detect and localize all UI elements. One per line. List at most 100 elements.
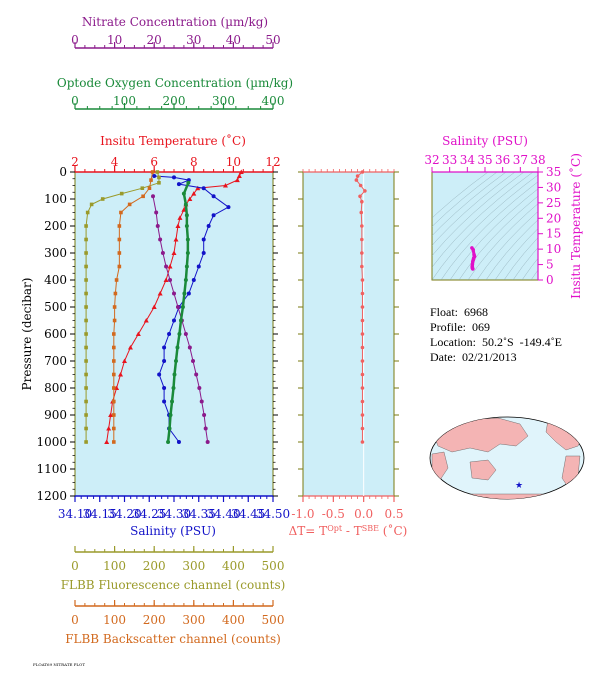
fluorescence-series-point (84, 413, 88, 417)
salinity-tick-label: 34.15 (83, 507, 117, 521)
profile-number: Profile: 069 (430, 320, 490, 334)
ts-density-contour (432, 172, 498, 227)
oxygen-series-point (184, 264, 189, 269)
fluorescence-series-point (84, 426, 88, 431)
delta-series-point (360, 170, 365, 174)
salinity-series-point (211, 194, 216, 199)
salinity-series-point (176, 182, 181, 187)
fluorescence-tick-label: 300 (182, 559, 205, 573)
salinity-series-point (157, 372, 162, 377)
backscatter-series-point (112, 386, 116, 390)
delta-series-point (360, 413, 365, 417)
delta-series-point (360, 426, 365, 431)
temperature-series-point (181, 207, 187, 212)
backscatter-series-point (127, 202, 132, 207)
fluorescence-series-point (84, 440, 88, 444)
backscatter-series-point (113, 291, 118, 296)
delta-series-point (355, 174, 360, 178)
backscatter-series-point (141, 194, 145, 199)
profile-plot-area (74, 171, 274, 497)
backscatter-tick-label: 100 (103, 613, 126, 627)
salinity-axis-label: Salinity (PSU) (130, 524, 216, 538)
backscatter-series-point (112, 305, 117, 309)
delta-tick-label: 0.0 (354, 507, 373, 521)
ts-density-contour (432, 172, 507, 236)
temperature-series-point (163, 277, 169, 282)
fluorescence-series-point (84, 386, 88, 390)
float-location-star-icon: ★ (515, 481, 523, 491)
fluorescence-series-point (84, 278, 88, 282)
salinity-tick-label: 34.45 (231, 507, 265, 521)
backscatter-series-point (112, 359, 116, 363)
delta-tick-label: -1.0 (291, 507, 314, 521)
oxygen-series-point (172, 372, 177, 377)
oxygen-tick-label: 0 (71, 94, 79, 108)
ts-x-tick-label: 35 (477, 153, 492, 167)
oxygen-series-point (177, 332, 182, 336)
backscatter-tick-label: 200 (143, 613, 166, 627)
profile-axes: 2 4 6 8 10 1234.1034.1534.2034.2534.3034.3534… (36, 155, 290, 521)
ts-density-contour (432, 172, 525, 257)
salinity-series-point (191, 278, 196, 282)
delta-series-point (360, 318, 365, 323)
salinity-series-point (201, 251, 206, 255)
salinity-tick-label: 34.50 (256, 507, 290, 521)
ts-density-contour (440, 181, 538, 280)
nitrate-series-point (203, 426, 208, 431)
fluorescence-series-point (140, 186, 145, 190)
oxygen-series-point (185, 237, 190, 242)
nitrate-axis-label: Nitrate Concentration (µm/kg) (82, 15, 268, 29)
pressure-tick-label: 400 (44, 273, 67, 287)
fluorescence-tick-label: 400 (222, 559, 245, 573)
delta-series-point (354, 178, 359, 182)
delta-series (354, 170, 367, 444)
ts-y-tick-label: 15 (546, 227, 561, 241)
nitrate-series-point (187, 345, 192, 350)
oxygen-series-point (186, 180, 191, 185)
oxygen-series-point (185, 251, 190, 255)
temperature-axis-label: Insitu Temperature (˚C) (100, 133, 246, 148)
temperature-series-point (191, 191, 197, 196)
delta-series-point (363, 189, 367, 193)
ts-density-contour (432, 172, 534, 268)
temperature-series-point (222, 183, 228, 188)
pressure-tick-label: 600 (44, 327, 67, 341)
oxygen-series-point (173, 359, 178, 363)
nitrate-series-point (191, 359, 196, 363)
delta-plot-area (302, 171, 395, 497)
fluorescence-series-point (119, 191, 124, 196)
ts-y-tick-label: 30 (546, 180, 561, 194)
delta-series-point (360, 278, 365, 282)
ts-y-tick-label: 5 (546, 258, 554, 272)
pressure-tick-label: 1200 (36, 489, 67, 503)
ts-x-tick-label: 33 (442, 153, 457, 167)
salinity-tick-label: 34.30 (157, 507, 191, 521)
salinity-series-point (162, 386, 167, 390)
delta-series-point (360, 345, 365, 350)
nitrate-series-point (194, 372, 199, 377)
backscatter-tick-label: 300 (182, 613, 205, 627)
nitrate-series-point (164, 264, 169, 269)
fluorescence-series-point (157, 175, 161, 180)
ts-series-point (471, 247, 475, 252)
ts-density-contour (494, 228, 538, 280)
backscatter-series-point (112, 413, 116, 417)
salinity-series-point (186, 291, 191, 296)
oxygen-series-point (183, 202, 188, 207)
oxygen-series-point (180, 305, 185, 309)
delta-series-point (360, 264, 364, 269)
backscatter-tick-label: 400 (222, 613, 245, 627)
flbb-axes: 0 100 200 300 400 500 0 100 200 300 400 500 (71, 546, 284, 627)
temperature-series-point (195, 185, 201, 191)
ts-x-tick-label: 34 (460, 153, 476, 167)
backscatter-series-point (150, 170, 155, 174)
salinity-tick-label: 34.10 (58, 507, 92, 521)
temperature-series-point (236, 173, 242, 179)
delta-series-point (360, 440, 365, 444)
oxygen-series-point (167, 426, 172, 431)
salinity-series-point (162, 399, 167, 404)
salinity-series-point (162, 359, 167, 363)
temperature-tick-label: 10 (226, 155, 241, 169)
